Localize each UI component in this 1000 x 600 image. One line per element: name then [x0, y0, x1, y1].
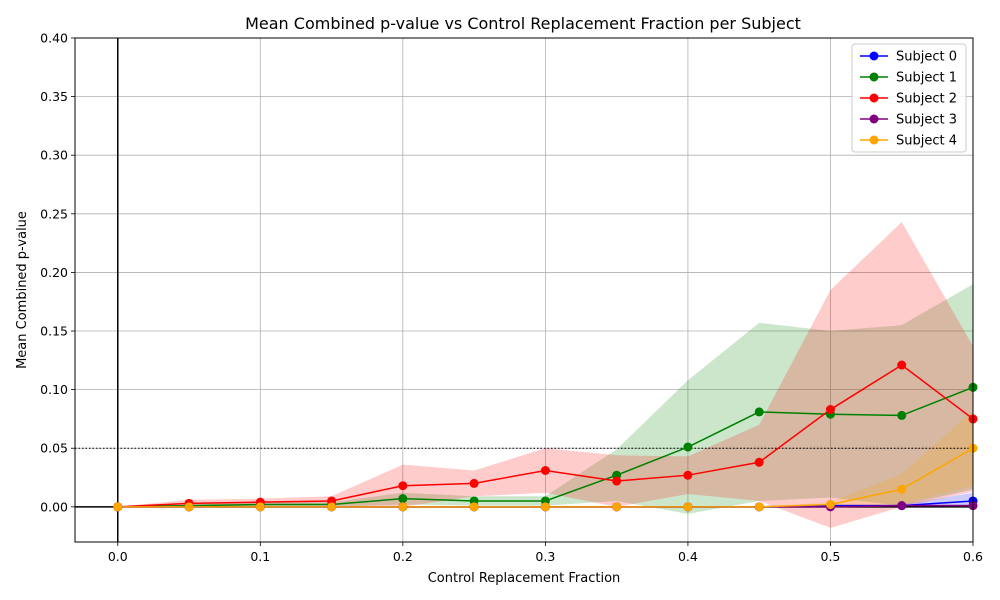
- chart-title: Mean Combined p-value vs Control Replace…: [245, 14, 801, 33]
- point-subject-4: [398, 502, 408, 512]
- y-tick-label: 0.40: [40, 31, 68, 46]
- point-subject-2: [897, 360, 907, 370]
- point-subject-4: [540, 502, 550, 512]
- legend-marker: [869, 135, 879, 145]
- band-subject-1: [117, 284, 973, 514]
- legend-label: Subject 3: [896, 113, 957, 128]
- point-subject-2: [398, 481, 408, 491]
- point-subject-1: [683, 442, 693, 452]
- x-axis-ticks: 0.0 0.1 0.2 0.3 0.4 0.5 0.6: [108, 542, 983, 564]
- y-axis-title: Mean Combined p-value: [15, 211, 30, 369]
- series-markers: [113, 360, 978, 512]
- legend-label: Subject 2: [896, 92, 957, 107]
- x-axis-title: Control Replacement Fraction: [428, 571, 621, 586]
- band-subject-2: [117, 222, 973, 528]
- point-subject-2: [540, 466, 550, 476]
- point-subject-4: [612, 502, 622, 512]
- legend: Subject 0 Subject 1 Subject 2 Subject 3 Subj…: [851, 43, 967, 153]
- point-subject-4: [469, 502, 479, 512]
- band-subject-4: [117, 410, 973, 507]
- x-tick-label: 0.2: [393, 549, 413, 564]
- y-tick-label: 0.10: [40, 382, 68, 397]
- y-tick-label: 0.00: [40, 499, 68, 514]
- legend-label: Subject 1: [896, 71, 957, 86]
- x-tick-label: 0.0: [108, 549, 128, 564]
- legend-box: [851, 43, 967, 153]
- y-tick-label: 0.05: [40, 441, 68, 456]
- point-subject-2: [825, 405, 835, 415]
- legend-marker: [869, 93, 879, 103]
- x-tick-label: 0.3: [535, 549, 555, 564]
- y-tick-label: 0.30: [40, 148, 68, 163]
- point-subject-4: [754, 502, 764, 512]
- x-tick-label: 0.1: [250, 549, 270, 564]
- point-subject-3: [897, 501, 907, 511]
- x-tick-label: 0.4: [678, 549, 698, 564]
- y-tick-label: 0.35: [40, 89, 68, 104]
- point-subject-2: [683, 470, 693, 480]
- point-subject-4: [897, 484, 907, 494]
- point-subject-4: [327, 502, 337, 512]
- point-subject-4: [825, 499, 835, 509]
- legend-marker: [869, 114, 879, 124]
- point-subject-2: [612, 476, 622, 486]
- point-subject-2: [754, 457, 764, 467]
- legend-label: Subject 4: [896, 134, 957, 149]
- y-tick-label: 0.20: [40, 265, 68, 280]
- point-subject-2: [469, 478, 479, 488]
- point-subject-1: [398, 494, 408, 504]
- y-tick-label: 0.25: [40, 206, 68, 221]
- legend-marker: [869, 72, 879, 82]
- legend-marker: [869, 51, 879, 61]
- plot-frame: [74, 37, 974, 543]
- legend-label: Subject 0: [896, 50, 957, 65]
- point-subject-4: [683, 502, 693, 512]
- y-tick-label: 0.15: [40, 324, 68, 339]
- point-subject-4: [184, 502, 194, 512]
- point-subject-4: [113, 502, 123, 512]
- x-tick-label: 0.5: [821, 549, 841, 564]
- y-axis-ticks: 0.00 0.05 0.10 0.15 0.20 0.25 0.30 0.35 0.40: [40, 31, 75, 514]
- point-subject-4: [255, 502, 265, 512]
- point-subject-1: [754, 407, 764, 417]
- point-subject-1: [897, 410, 907, 420]
- x-tick-label: 0.6: [963, 549, 983, 564]
